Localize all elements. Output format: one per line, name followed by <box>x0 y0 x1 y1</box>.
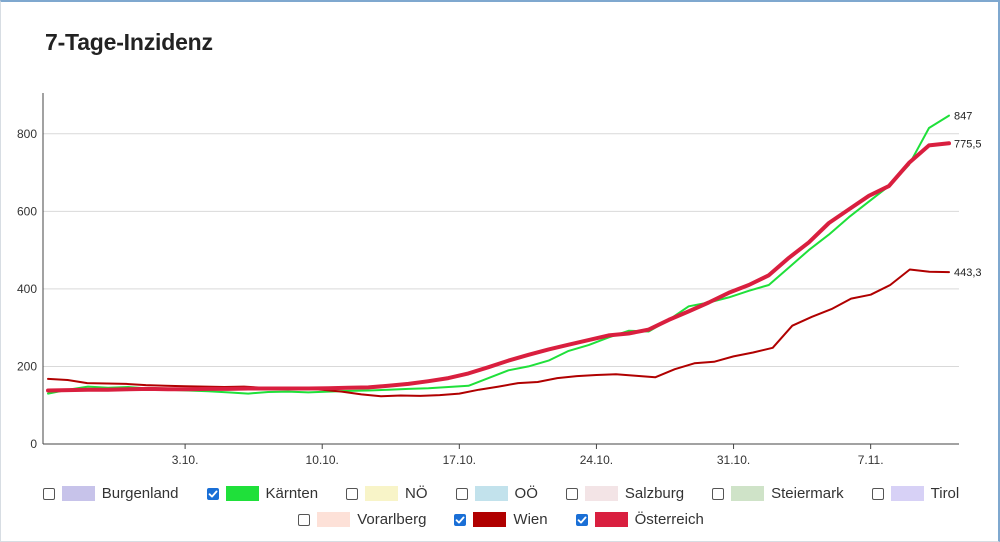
y-tick-label: 0 <box>30 437 37 451</box>
y-tick-label: 800 <box>17 127 37 141</box>
x-tick-label: 7.11. <box>858 453 884 467</box>
legend-checkbox[interactable] <box>206 487 219 500</box>
legend-swatch <box>584 486 618 501</box>
chart-title: 7-Tage-Inzidenz <box>45 29 213 55</box>
legend-checkbox[interactable] <box>575 513 588 526</box>
legend-swatch <box>61 486 95 501</box>
legend-item-burgenland[interactable]: Burgenland <box>42 485 179 502</box>
legend-label: Vorarlberg <box>357 511 427 528</box>
legend-checkbox[interactable] <box>871 487 884 500</box>
legend-swatch <box>731 486 765 501</box>
legend-checkbox[interactable] <box>42 487 55 500</box>
x-tick-label: 24.10. <box>580 453 613 467</box>
series-line-wien <box>47 268 950 398</box>
x-tick-label: 17.10. <box>443 453 476 467</box>
x-tick-label: 3.10. <box>172 453 199 467</box>
legend-row-1: Burgenland Kärnten NÖ OÖ Salzburg Steiermark T… <box>1 485 1000 502</box>
legend-label: Tirol <box>930 485 960 502</box>
legend-item-kärnten[interactable]: Kärnten <box>206 485 319 502</box>
legend-swatch <box>225 486 259 501</box>
legend-item-österreich[interactable]: Österreich <box>575 511 704 528</box>
end-value-label: 775,5 <box>954 138 982 150</box>
legend-label: Wien <box>513 511 548 528</box>
legend-swatch <box>317 512 351 527</box>
legend-checkbox[interactable] <box>298 513 311 526</box>
legend-item-nö[interactable]: NÖ <box>346 485 428 502</box>
y-tick-label: 400 <box>17 282 37 296</box>
legend-checkbox[interactable] <box>454 513 467 526</box>
legend-swatch <box>474 486 508 501</box>
legend-item-vorarlberg[interactable]: Vorarlberg <box>298 511 426 528</box>
legend-label: Kärnten <box>265 485 319 502</box>
legend-checkbox[interactable] <box>712 487 725 500</box>
legend-label: Salzburg <box>624 485 685 502</box>
legend-label: NÖ <box>405 485 428 502</box>
legend-label: Steiermark <box>771 485 844 502</box>
end-value-label: 443,3 <box>954 267 982 279</box>
series-line-kärnten <box>47 114 950 395</box>
legend-swatch <box>594 512 628 527</box>
legend-swatch <box>890 486 924 501</box>
end-value-label: 847 <box>954 111 972 123</box>
legend-item-salzburg[interactable]: Salzburg <box>565 485 685 502</box>
legend-label: Österreich <box>634 511 704 528</box>
legend-item-oö[interactable]: OÖ <box>455 485 538 502</box>
legend-checkbox[interactable] <box>455 487 468 500</box>
series-line-österreich <box>46 141 951 393</box>
legend-swatch <box>365 486 399 501</box>
legend-label: OÖ <box>514 485 538 502</box>
legend-checkbox[interactable] <box>346 487 359 500</box>
y-tick-label: 200 <box>17 359 37 373</box>
y-tick-label: 600 <box>17 204 37 218</box>
legend-swatch <box>473 512 507 527</box>
legend-row-2: Vorarlberg Wien Österreich <box>1 511 1000 528</box>
legend-item-steiermark[interactable]: Steiermark <box>712 485 844 502</box>
x-tick-label: 10.10. <box>306 453 339 467</box>
legend-label: Burgenland <box>101 485 179 502</box>
legend-checkbox[interactable] <box>565 487 578 500</box>
legend-item-wien[interactable]: Wien <box>454 511 548 528</box>
legend-item-tirol[interactable]: Tirol <box>871 485 960 502</box>
x-tick-label: 31.10. <box>717 453 750 467</box>
